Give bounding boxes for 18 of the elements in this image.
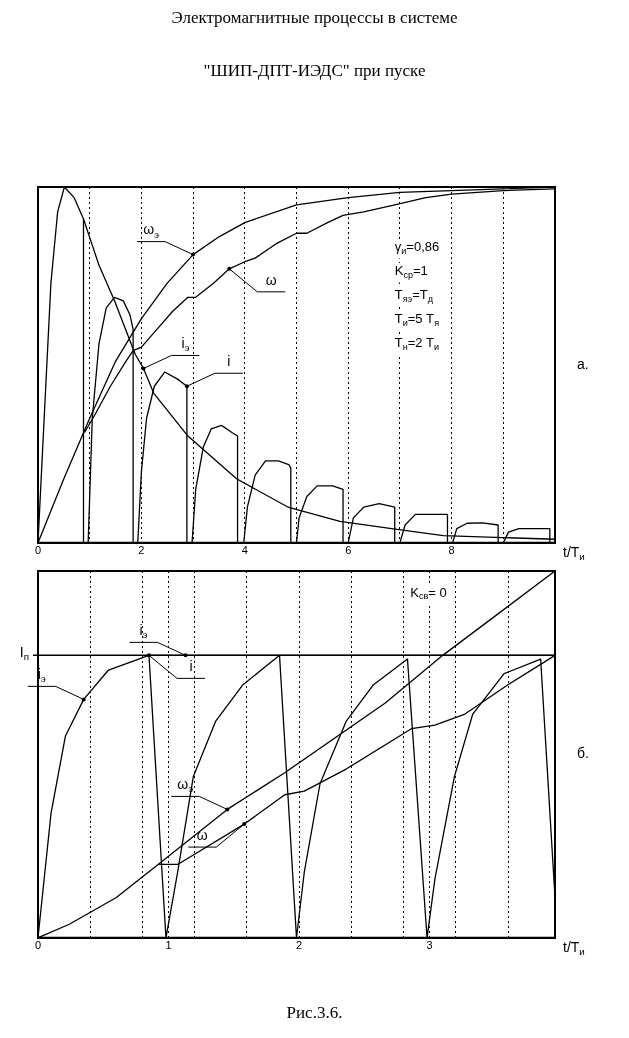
x-tick-label: 4 — [241, 544, 248, 557]
annotation: ω — [265, 271, 277, 288]
annotation: ω — [196, 826, 208, 843]
x-tick-label: 2 — [138, 544, 145, 557]
chart-subtitle: "ШИП-ДПТ-ИЭДС" при пуске — [202, 61, 427, 81]
annotation: i — [227, 353, 231, 370]
y2-axis-title: а. — [577, 355, 589, 372]
x-tick-label: 1 — [165, 939, 172, 952]
x-tick-label: 8 — [448, 544, 455, 557]
text: Рис.3.6. — [285, 1003, 344, 1023]
chart-title: Электромагнитные процессы в системе — [170, 8, 459, 28]
x-tick-label: 0 — [34, 939, 42, 952]
y2-axis-title: б. — [577, 745, 589, 762]
annotation: i — [189, 658, 193, 675]
x-tick-label: 6 — [345, 544, 352, 557]
x-tick-label: 2 — [296, 939, 303, 952]
x-tick-label: 3 — [426, 939, 433, 952]
x-tick-label: 0 — [34, 544, 42, 557]
